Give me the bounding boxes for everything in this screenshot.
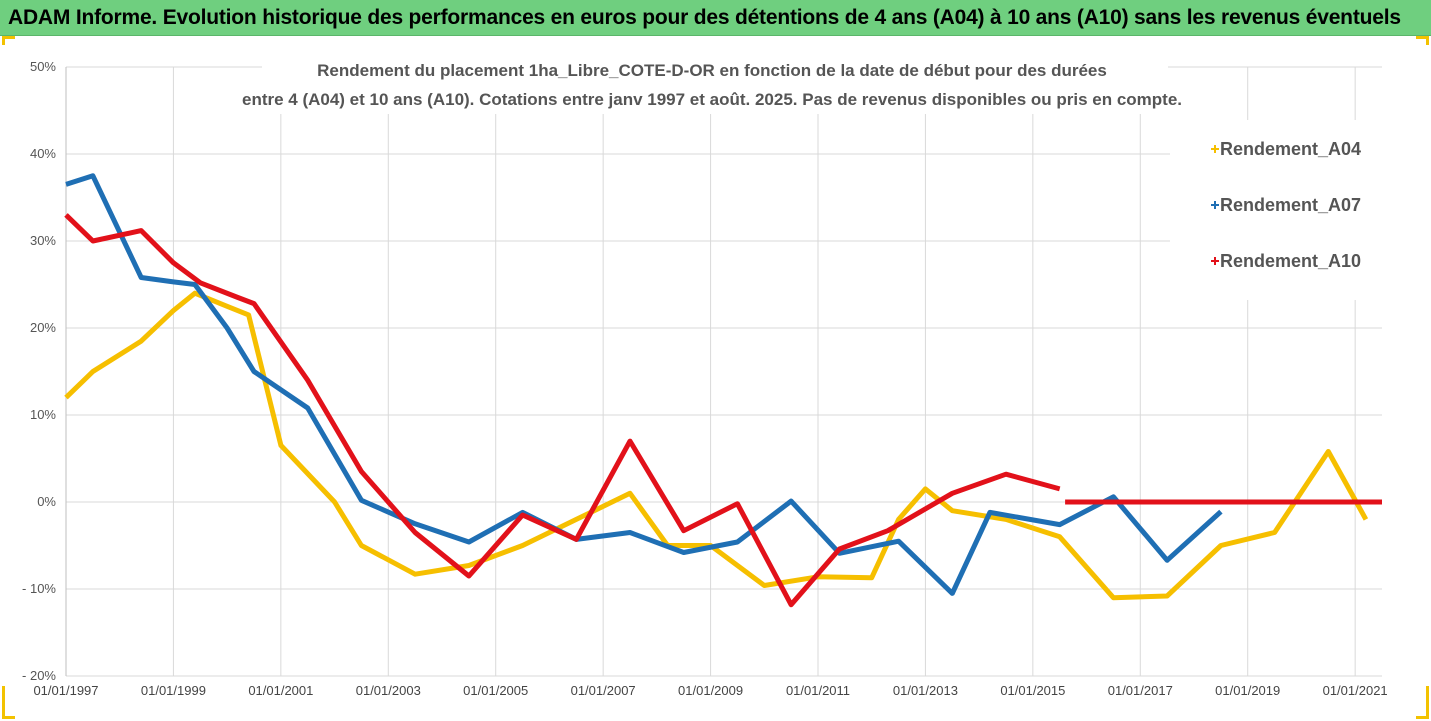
series-line-rendement_a04 (64, 290, 1369, 601)
frame-corner-bottom-left (2, 686, 15, 719)
chart-title-line-1: Rendement du placement 1ha_Libre_COTE-D-… (317, 61, 1107, 80)
legend-label: Rendement_A10 (1220, 251, 1361, 271)
x-tick-label: 01/01/2021 (1323, 683, 1388, 698)
legend-marker-icon (1211, 201, 1219, 209)
header-banner: ADAM Informe. Evolution historique des p… (0, 0, 1431, 36)
legend-item: Rendement_A04 (1211, 139, 1361, 159)
x-tick-label: 01/01/2011 (786, 683, 850, 698)
y-tick-label: 10% (30, 407, 56, 422)
y-tick-label: 0% (37, 494, 56, 509)
legend-marker-icon (1211, 257, 1219, 265)
legend-label: Rendement_A07 (1220, 195, 1361, 215)
legend-item: Rendement_A07 (1211, 195, 1361, 215)
legend-item: Rendement_A10 (1211, 251, 1361, 271)
x-tick-label: 01/01/2003 (356, 683, 421, 698)
frame-corner-top-right (1416, 36, 1429, 45)
x-tick-label: 01/01/2013 (893, 683, 958, 698)
y-axis-ticks: 50% 40% 30% 20% 10% 0% - 10% - 20% (22, 59, 56, 683)
y-tick-label: - 20% (22, 668, 56, 683)
chart-title-background (262, 56, 1168, 114)
y-tick-label: 30% (30, 233, 56, 248)
header-title: ADAM Informe. Evolution historique des p… (8, 6, 1401, 29)
x-tick-label: 01/01/2009 (678, 683, 743, 698)
legend-background (1170, 120, 1382, 300)
x-tick-label: 01/01/1997 (33, 683, 98, 698)
x-tick-label: 01/01/2007 (571, 683, 636, 698)
frame-corner-top-left (2, 36, 15, 45)
legend: Rendement_A04 Rendement_A07 Rendement_A10 (1170, 120, 1382, 300)
x-tick-label: 01/01/2001 (248, 683, 313, 698)
y-tick-label: 40% (30, 146, 56, 161)
chart-title-line-2: entre 4 (A04) et 10 ans (A10). Cotations… (242, 90, 1182, 109)
y-tick-label: 50% (30, 59, 56, 74)
y-tick-label: - 10% (22, 581, 56, 596)
x-tick-label: 01/01/2019 (1215, 683, 1280, 698)
x-tick-label: 01/01/1999 (141, 683, 206, 698)
frame-corner-bottom-right (1416, 686, 1429, 719)
y-tick-label: 20% (30, 320, 56, 335)
x-axis-ticks: 01/01/1997 01/01/1999 01/01/2001 01/01/2003… (33, 683, 1387, 698)
x-tick-label: 01/01/2005 (463, 683, 528, 698)
x-tick-label: 01/01/2015 (1000, 683, 1065, 698)
series-line-rendement_a10 (64, 213, 1061, 608)
legend-marker-icon (1211, 145, 1219, 153)
x-tick-label: 01/01/2017 (1108, 683, 1173, 698)
series-lines (64, 173, 1382, 608)
legend-label: Rendement_A04 (1220, 139, 1361, 159)
